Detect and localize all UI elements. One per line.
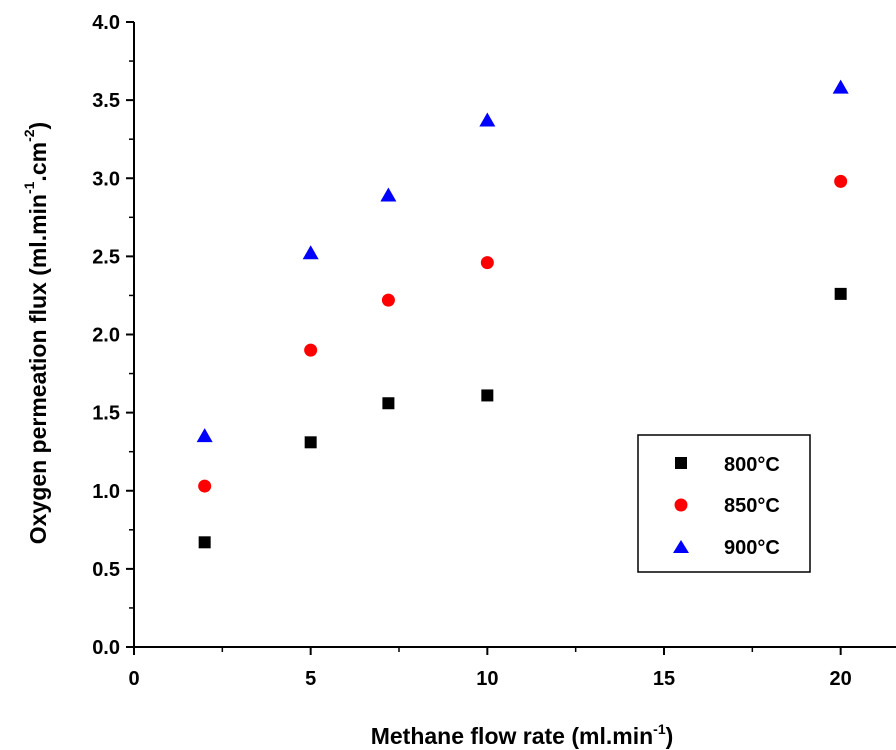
- data-point-triangle: [832, 79, 849, 94]
- y-tick-label: 0.0: [92, 637, 120, 659]
- legend-marker-900: [673, 540, 689, 553]
- data-point-square: [198, 536, 211, 549]
- data-point-triangle: [380, 187, 397, 202]
- y-tick-label: 3.0: [92, 168, 120, 190]
- legend: 800°C 850°C 900°C: [637, 434, 811, 573]
- legend-marker-850: [674, 498, 688, 512]
- legend-box: [637, 434, 811, 573]
- legend-label-850: 850°C: [724, 495, 780, 517]
- y-tick-label: 2.5: [92, 246, 120, 268]
- x-tick-label: 0: [128, 668, 139, 690]
- y-axis-title-main: Oxygen permeation flux (ml.min: [25, 194, 51, 544]
- y-axis-title-end: ): [25, 122, 51, 130]
- data-point-triangle: [302, 245, 319, 260]
- data-point-circle: [834, 174, 848, 188]
- data-points: [196, 79, 849, 549]
- y-axis-ticks: 0.0 0.5 1.0 1.5 2.0 2.5 3.0 3.5 4.0: [92, 12, 134, 659]
- data-point-circle: [480, 256, 494, 270]
- legend-label-900: 900°C: [724, 537, 780, 559]
- legend-label-800: 800°C: [724, 454, 780, 476]
- x-axis-title-end: ): [666, 723, 674, 749]
- x-axis-title: Methane flow rate (ml.min-1): [371, 721, 674, 749]
- legend-marker-800: [675, 457, 687, 469]
- data-point-square: [481, 389, 494, 402]
- x-tick-label: 10: [476, 668, 498, 690]
- y-axis-title-mid: .cm: [25, 142, 51, 182]
- data-point-circle: [304, 343, 318, 357]
- y-axis-title-sup1: -1: [21, 181, 37, 194]
- y-axis-title: Oxygen permeation flux (ml.min-1.cm-2): [21, 122, 51, 544]
- data-point-triangle: [196, 428, 213, 443]
- y-tick-label: 2.0: [92, 325, 120, 347]
- y-tick-label: 1.0: [92, 481, 120, 503]
- data-point-square: [382, 397, 395, 410]
- x-axis-title-main: Methane flow rate (ml.min: [371, 723, 653, 749]
- data-point-circle: [198, 479, 212, 493]
- x-axis-ticks: 0 5 10 15 20: [128, 647, 852, 690]
- data-point-square: [834, 287, 847, 300]
- y-tick-label: 1.5: [92, 403, 120, 425]
- data-point-circle: [381, 293, 395, 307]
- x-tick-label: 20: [830, 668, 852, 690]
- data-point-square: [304, 436, 317, 449]
- y-tick-label: 0.5: [92, 559, 120, 581]
- y-axis-title-sup2: -2: [21, 129, 37, 142]
- x-tick-label: 15: [653, 668, 675, 690]
- y-tick-label: 3.5: [92, 90, 120, 112]
- x-axis-title-sup: -1: [653, 721, 666, 737]
- y-tick-label: 4.0: [92, 12, 120, 34]
- data-point-triangle: [479, 112, 496, 127]
- x-tick-label: 5: [305, 668, 316, 690]
